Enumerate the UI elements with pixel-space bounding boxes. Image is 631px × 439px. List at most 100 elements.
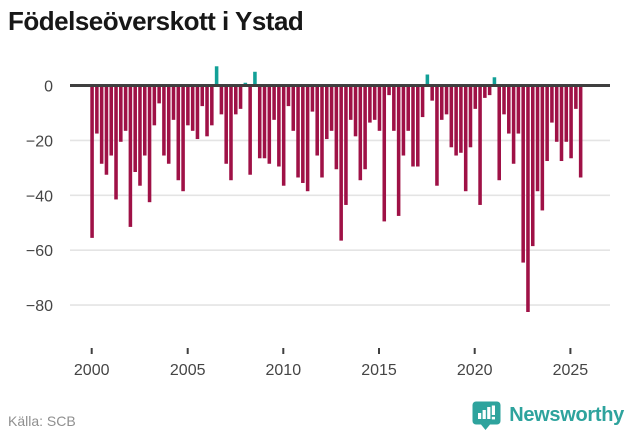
- bar-2013-q1: [339, 85, 343, 241]
- bar-2013-q2: [344, 85, 348, 205]
- brand-name: Newsworthy: [509, 404, 624, 426]
- x-axis-ticks: [90, 348, 572, 354]
- birth-surplus-bar-chart: 0 −20 −40 −60 −80 2000 2005 2010 2015 20…: [26, 66, 610, 379]
- bar-2005-q4: [200, 85, 205, 107]
- bar-2015-q2: [382, 85, 387, 222]
- y-tick-60: −60: [26, 243, 53, 260]
- bar-2019-q4: [468, 85, 473, 148]
- bar-2000-q2: [95, 85, 99, 134]
- bar-2008-q3: [253, 71, 257, 87]
- bar-2009-q1: [262, 85, 267, 159]
- bar-2001-q2: [114, 85, 118, 200]
- bar-2016-q2: [401, 85, 406, 156]
- bars-group: [90, 66, 583, 312]
- bar-2004-q2: [171, 85, 176, 120]
- source-attribution: Källa: SCB: [8, 413, 76, 429]
- bar-2001-q4: [123, 85, 128, 131]
- bar-2002-q3: [138, 85, 142, 186]
- bar-2010-q3: [291, 85, 296, 131]
- bar-2010-q1: [281, 85, 286, 186]
- x-tick-2015: 2015: [361, 362, 397, 379]
- bar-2011-q1: [301, 85, 305, 183]
- bar-2017-q2: [420, 85, 425, 118]
- x-tick-2025: 2025: [553, 362, 589, 379]
- bar-2009-q3: [272, 85, 276, 120]
- bar-2010-q2: [286, 85, 291, 107]
- bar-2003-q1: [147, 85, 152, 203]
- bar-2024-q2: [554, 85, 559, 142]
- bar-2022-q3: [521, 85, 525, 263]
- y-tick-80: −80: [26, 298, 53, 315]
- bar-2013-q4: [353, 85, 358, 137]
- bar-2018-q1: [435, 85, 439, 186]
- bar-2024-q3: [559, 85, 564, 162]
- x-tick-2020: 2020: [457, 362, 493, 379]
- chart-footer: Källa: SCB Newsworthy: [0, 399, 631, 433]
- bar-2000-q1: [90, 85, 94, 238]
- bar-2007-q2: [229, 85, 233, 181]
- bar-2017-q3: [425, 74, 430, 87]
- bar-2015-q1: [377, 85, 382, 131]
- bar-2024-q1: [550, 85, 554, 123]
- bar-2019-q1: [454, 85, 458, 156]
- bar-2020-q4: [487, 85, 492, 96]
- bar-2011-q2: [305, 85, 310, 192]
- bar-2016-q1: [396, 85, 401, 216]
- bar-2025-q3: [578, 85, 583, 178]
- bar-2021-q3: [502, 85, 506, 115]
- bar-2004-q1: [166, 85, 171, 164]
- bar-2008-q2: [248, 85, 252, 175]
- bar-2019-q3: [463, 85, 468, 192]
- bar-2011-q4: [315, 85, 319, 156]
- bar-2007-q1: [224, 85, 228, 164]
- bar-2018-q2: [439, 85, 444, 120]
- bar-2004-q4: [181, 85, 185, 192]
- bar-2014-q1: [358, 85, 363, 181]
- bar-2005-q3: [195, 85, 200, 140]
- bar-2021-q4: [507, 85, 511, 134]
- bar-2020-q3: [483, 85, 487, 98]
- bar-2009-q2: [267, 85, 272, 164]
- bar-2002-q2: [133, 85, 137, 172]
- newsworthy-logo[interactable]: Newsworthy: [471, 400, 624, 431]
- y-tick-40: −40: [26, 188, 53, 205]
- x-tick-2010: 2010: [266, 362, 302, 379]
- bar-2012-q4: [334, 85, 339, 170]
- bar-2022-q1: [511, 85, 516, 164]
- x-axis-labels: 2000 2005 2010 2015 2020 2025: [74, 362, 588, 379]
- bar-2005-q2: [190, 85, 195, 131]
- bar-2017-q4: [430, 85, 434, 101]
- bar-2014-q3: [368, 85, 372, 123]
- bar-2020-q1: [473, 85, 478, 109]
- bar-2020-q2: [478, 85, 482, 205]
- bar-2012-q3: [329, 85, 334, 131]
- bar-2010-q4: [296, 85, 300, 178]
- bar-2000-q4: [104, 85, 109, 175]
- bar-2006-q4: [219, 85, 224, 115]
- x-tick-2000: 2000: [74, 362, 110, 379]
- bar-2016-q4: [411, 85, 415, 167]
- bar-2006-q1: [205, 85, 209, 137]
- bar-2025-q1: [569, 85, 573, 159]
- bar-2012-q2: [325, 85, 329, 140]
- bar-2011-q3: [310, 85, 315, 112]
- bar-2018-q3: [444, 85, 449, 115]
- bar-2013-q3: [348, 85, 353, 120]
- bar-2023-q2: [535, 85, 540, 192]
- bar-2022-q4: [526, 85, 530, 312]
- bar-2024-q4: [564, 85, 569, 142]
- bar-2023-q4: [545, 85, 549, 162]
- bar-2022-q2: [516, 85, 521, 134]
- bar-2021-q2: [497, 85, 501, 181]
- bar-2001-q1: [109, 85, 114, 156]
- bar-2005-q1: [186, 85, 190, 126]
- bar-2006-q3: [214, 66, 219, 87]
- y-axis-labels: 0 −20 −40 −60 −80: [26, 79, 53, 316]
- bar-2000-q3: [99, 85, 104, 164]
- bar-2009-q4: [277, 85, 281, 167]
- bar-2007-q4: [238, 85, 243, 109]
- bar-2019-q2: [459, 85, 463, 153]
- bar-2002-q4: [142, 85, 147, 156]
- bar-2006-q2: [210, 85, 214, 126]
- bar-2015-q4: [392, 85, 396, 131]
